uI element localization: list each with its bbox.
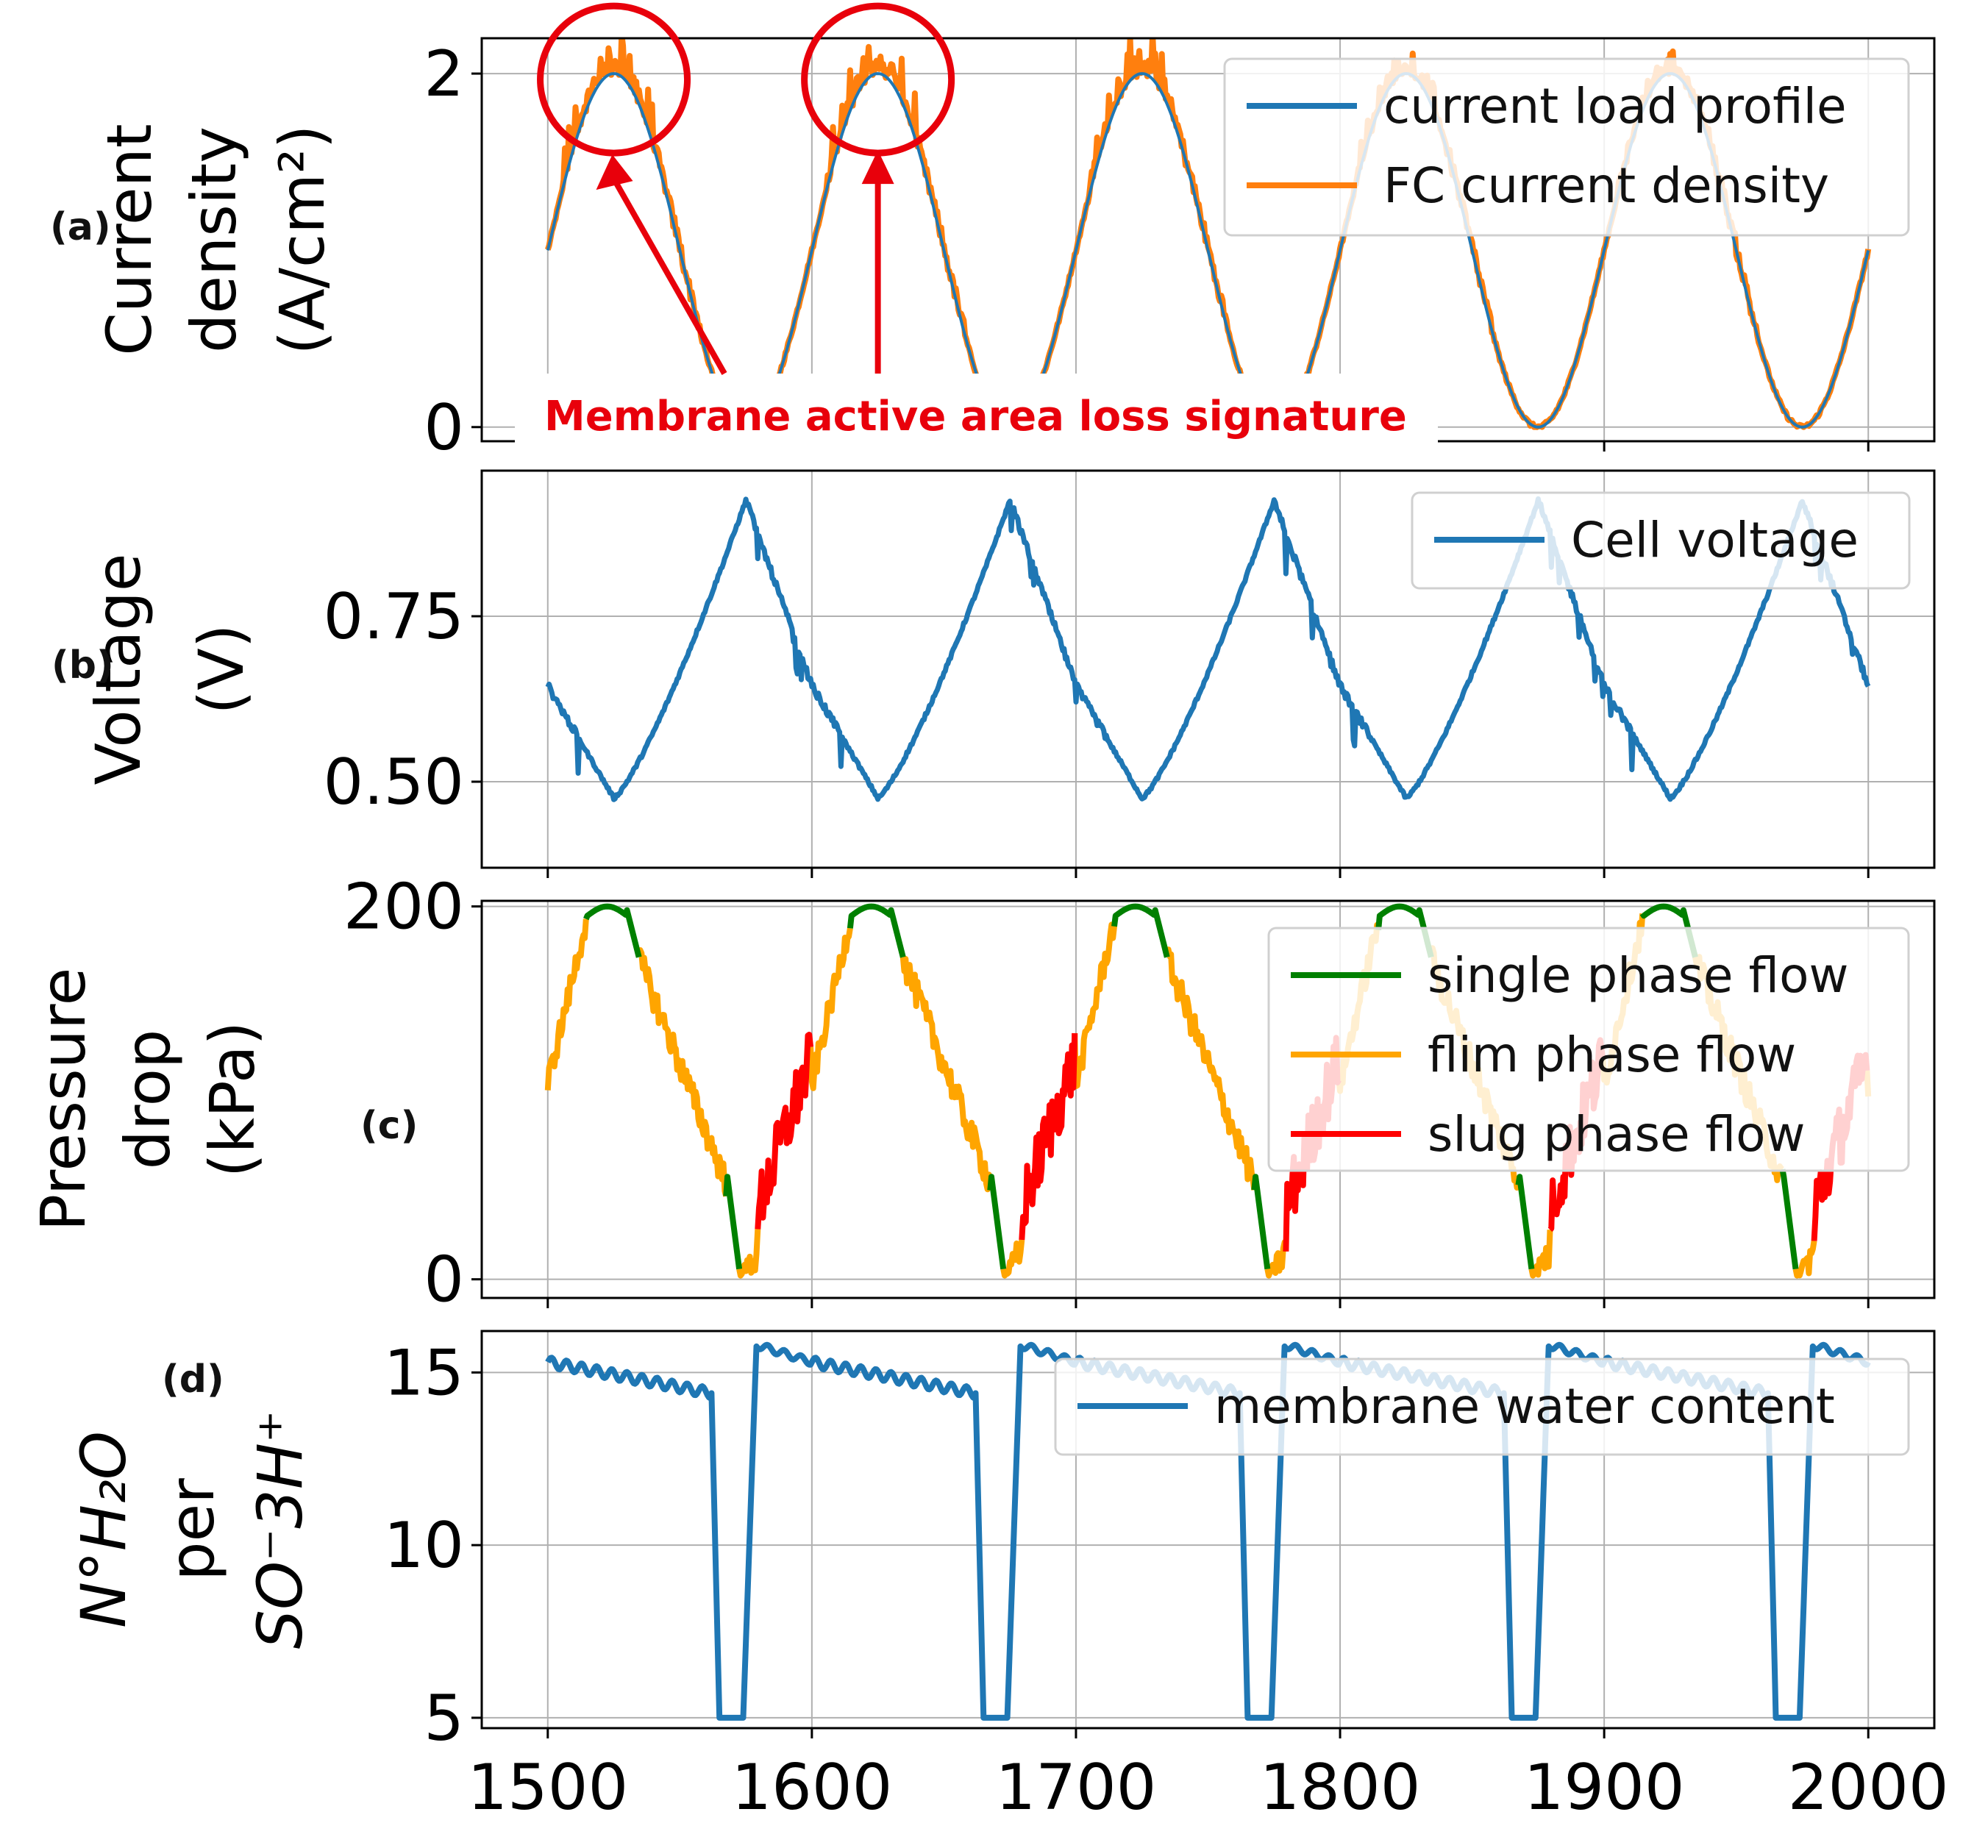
legend-box	[1267, 927, 1910, 1172]
series-single-phase-flow	[1375, 903, 1434, 958]
series-film-phase-flow	[899, 956, 994, 1193]
y-tick-label: 15	[384, 1336, 464, 1410]
y-tick-label: 0	[424, 391, 464, 465]
series-slug-phase-flow	[755, 1032, 814, 1230]
y-axis-label-line: N°H₂O	[68, 1431, 140, 1628]
axes-frame	[480, 899, 1936, 1299]
panel-tag: (c)	[360, 1104, 418, 1148]
panel-b: 0.50 0.75 Voltage (V) (b) Cell voltage	[51, 469, 1936, 878]
series-single-phase-flow	[847, 903, 906, 958]
x-tick-label: 1800	[1260, 1751, 1421, 1824]
series-single-phase-flow	[583, 903, 642, 958]
x-tick-label: 1600	[731, 1751, 892, 1824]
y-axis-label-line: (kPa)	[196, 1021, 268, 1178]
series-film-phase-flow	[1000, 1239, 1025, 1279]
annotation-membrane-loss: Membrane active area loss signature	[515, 2, 1438, 456]
legend-label: flim phase flow	[1428, 1027, 1796, 1083]
legend: current load profile FC current density	[1223, 57, 1910, 237]
legend-label: membrane water content	[1214, 1378, 1835, 1435]
legend-label: FC current density	[1383, 157, 1829, 214]
panel-tag: (b)	[51, 643, 114, 688]
y-tick-label: 0.75	[324, 580, 464, 654]
legend-label: Cell voltage	[1571, 512, 1859, 568]
panel-a: 0 2 Current density (A/cm²) (a) current load p…	[50, 2, 1936, 465]
y-axis-label-line: SO⁻3H⁺	[244, 1410, 316, 1649]
legend-label: current load profile	[1383, 78, 1847, 135]
series-film-phase-flow	[1264, 1239, 1289, 1279]
legend: membrane water content	[1054, 1358, 1910, 1456]
x-tick-label: 1700	[996, 1751, 1157, 1824]
x-tick-label: 1900	[1524, 1751, 1685, 1824]
series-single-phase-flow	[1251, 1174, 1271, 1270]
series-single-phase-flow	[987, 1174, 1007, 1270]
panel-c: 0 200 Pressure drop (kPa) (c) single phase flo…	[27, 871, 1936, 1317]
axes-frame	[480, 1330, 1936, 1730]
legend-box	[1411, 491, 1911, 590]
series-slug-phase-flow	[1019, 1032, 1078, 1241]
series-single-phase-flow	[723, 1174, 743, 1270]
series-film-phase-flow	[544, 918, 589, 1091]
series-film-phase-flow	[1792, 1240, 1817, 1279]
y-axis-label-line: (A/cm²)	[266, 125, 338, 355]
series-single-phase-flow	[1111, 903, 1170, 958]
y-tick-label: 10	[384, 1509, 464, 1583]
x-tick-label: 2000	[1788, 1751, 1949, 1824]
series-film-phase-flow	[1072, 921, 1117, 1090]
y-tick-label: 0	[424, 1244, 464, 1317]
highlight-circle	[537, 2, 691, 157]
series-group	[545, 496, 1871, 802]
panel-d: 5 10 15 1500 1600 1700 1800 1900 2000 N°H₂O per SO⁻…	[68, 1330, 1949, 1824]
caption-box	[515, 374, 1438, 456]
callout-text: Membrane active area loss signature	[544, 393, 1407, 440]
y-axis-label-line: (V)	[185, 624, 257, 714]
y-axis-label-line: Voltage	[82, 553, 154, 785]
panel-tag: (a)	[50, 205, 111, 249]
highlight-circle	[801, 2, 955, 157]
y-tick-label: 2	[424, 38, 464, 111]
series-single-phase-flow	[1639, 903, 1698, 958]
y-axis-label-line: per	[156, 1478, 228, 1581]
arrow	[596, 154, 727, 375]
series-cell-voltage	[545, 496, 1871, 802]
y-tick-label: 5	[424, 1682, 464, 1755]
legend-label: single phase flow	[1428, 947, 1848, 1004]
series-film-phase-flow	[736, 1229, 761, 1279]
series-film-phase-flow	[808, 927, 853, 1091]
series-single-phase-flow	[1515, 1174, 1535, 1270]
series-film-phase-flow	[635, 947, 730, 1197]
axes-frame	[480, 469, 1936, 869]
y-axis-label-line: Current	[93, 124, 165, 356]
legend: single phase flow flim phase flow slug pha…	[1267, 927, 1910, 1172]
series-single-phase-flow	[1779, 1169, 1799, 1270]
legend-box	[1054, 1358, 1910, 1456]
legend-box	[1223, 57, 1910, 237]
y-axis-label-line: drop	[112, 1030, 184, 1170]
y-axis-label-line: density	[178, 126, 250, 353]
y-tick-label: 0.50	[324, 746, 464, 819]
series-film-phase-flow	[1164, 946, 1258, 1191]
y-axis-label-line: Pressure	[27, 968, 99, 1232]
arrow	[861, 150, 894, 374]
legend-label: slug phase flow	[1428, 1106, 1806, 1163]
x-tick-label: 1500	[467, 1751, 628, 1824]
series-film-phase-flow	[1528, 1230, 1553, 1279]
panel-tag: (d)	[162, 1358, 224, 1402]
y-tick-label: 200	[343, 871, 464, 944]
legend: Cell voltage	[1411, 491, 1911, 590]
